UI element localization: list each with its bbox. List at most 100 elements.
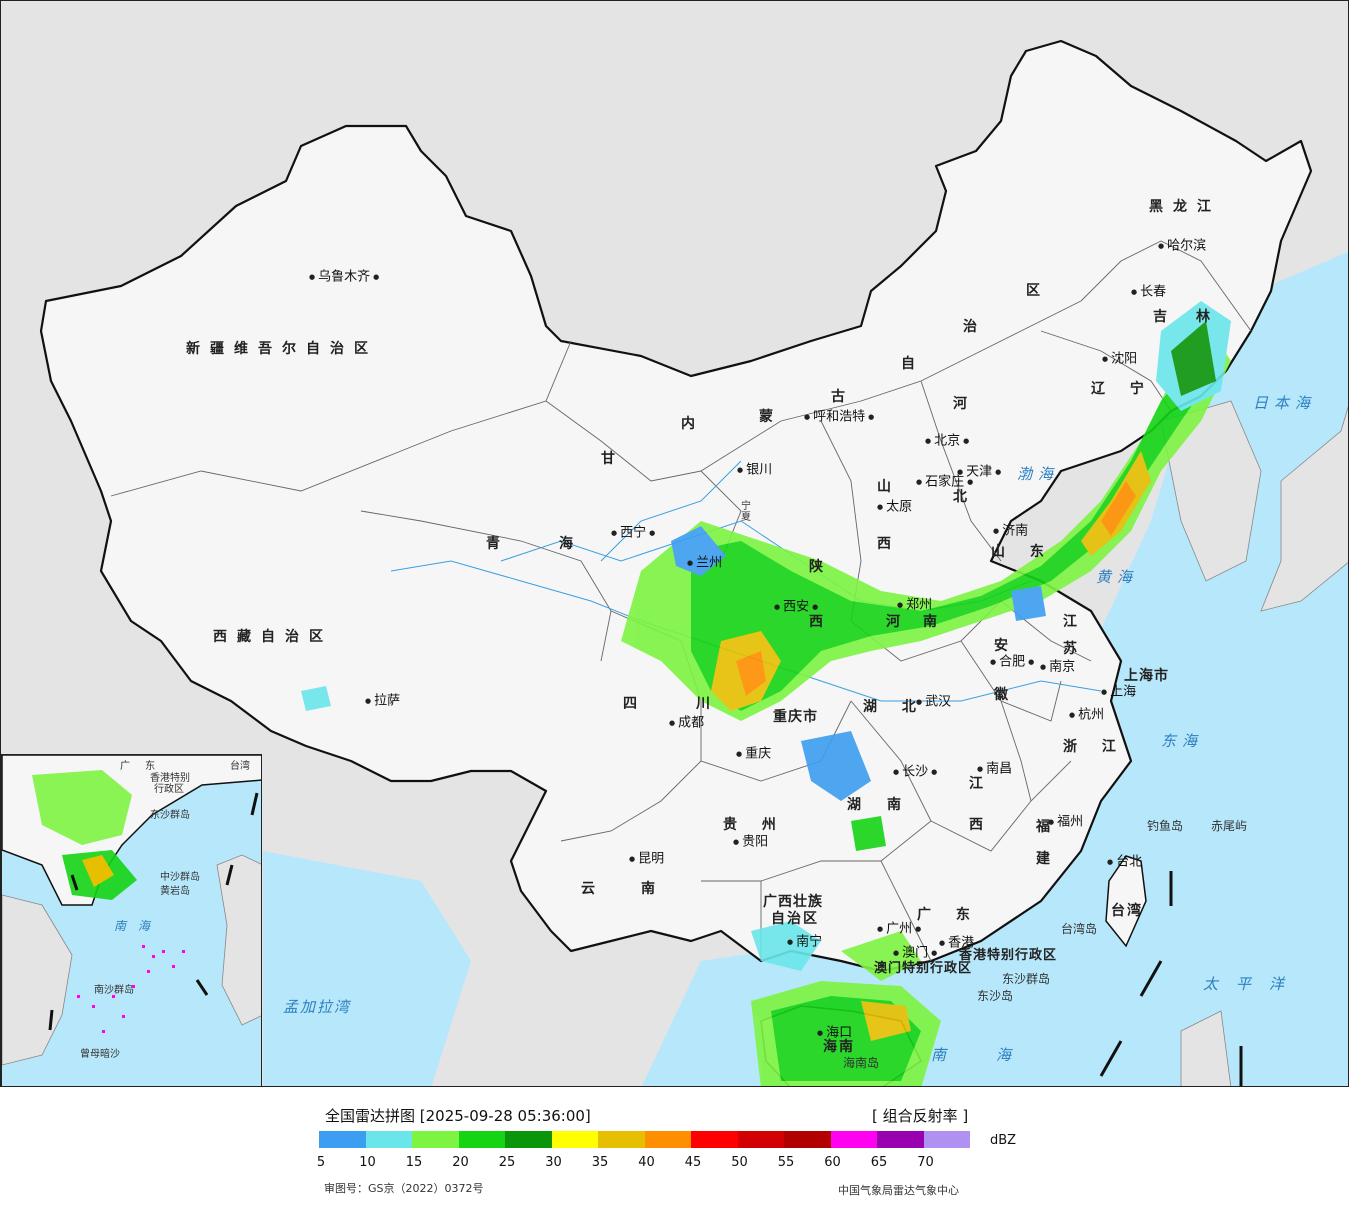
label-guangxi-2: 自治区 [771,911,819,927]
city-changchun: 长春 [1131,284,1166,301]
city-lanzhou: 兰州 [687,555,722,572]
scale-tick-20: 20 [452,1155,469,1170]
city-macau: 澳门 [893,945,937,962]
scale-swatch-35 [598,1131,645,1148]
sea-pacific: 太平洋 [1203,975,1303,993]
city-urumqi: 乌鲁木齐 [309,269,379,286]
label-liaoning: 辽 宁 [1091,381,1154,397]
label-qinghai-2: 海 [559,536,583,552]
scale-tick-50: 50 [731,1155,748,1170]
south-china-sea-inset: 广 东 香港特别 行政区 东沙群岛 中沙群岛 黄岩岛 南 海 南沙群岛 曾母暗沙… [1,754,262,1086]
label-shanxi-1: 山 [877,479,901,495]
korea-land [1160,400,1262,582]
city-nanjing: 南京 [1040,659,1075,676]
scale-tick-70: 70 [917,1155,934,1170]
city-haikou: 海口 [817,1025,852,1042]
city-nanchang: 南昌 [977,761,1012,778]
label-jilin-2: 林 [1196,309,1220,325]
label-hainan: 海南 [823,1039,855,1055]
label-shaanxi-1: 陕 [809,559,833,575]
scale-swatch-5 [319,1131,366,1148]
inset-label-taiwan: 台湾 [230,761,250,772]
label-neimeng-6: 区 [1026,283,1050,299]
city-xian: 西安 [774,599,818,616]
label-heilongjiang: 黑龙江 [1149,199,1221,215]
color-scale-bar [319,1131,970,1148]
label-neimeng-3: 古 [831,389,855,405]
scale-swatch-60 [830,1131,877,1148]
city-xining: 西宁 [611,525,655,542]
legend-product: [ 组合反射率 ] [872,1107,969,1125]
ocean-bengal [263,851,471,1086]
label-henan-2: 南 [923,614,947,630]
city-hefei: 合肥 [990,654,1034,671]
japan-land [1260,406,1348,612]
scale-tick-5: 5 [316,1155,326,1170]
inset-label-hk-2: 行政区 [154,784,184,795]
scale-swatch-30 [551,1131,598,1148]
label-taiwan: 台湾 [1111,903,1143,919]
label-anhui-2: 徽 [994,687,1018,703]
philippines-land [1180,1010,1232,1086]
label-xinjiang: 新疆维吾尔自治区 [186,341,378,357]
scale-swatch-70 [923,1131,970,1148]
city-hangzhou: 杭州 [1069,707,1104,724]
city-beijing: 北京 [925,433,969,450]
label-jiangxi-2: 西 [969,817,993,833]
label-hebei-1: 河 [953,396,977,412]
scale-swatch-15 [412,1131,459,1148]
radar-echoes [301,301,1231,1086]
city-changsha: 长沙 [893,764,937,781]
city-yinchuan: 银川 [737,462,772,479]
organization: 中国气象局雷达气象中心 [838,1184,959,1197]
city-tianjin: 天津 [957,464,1001,481]
city-shanghai: 上海 [1101,684,1136,701]
city-hongkong: 香港 [939,935,974,952]
city-nanning: 南宁 [787,934,822,951]
inset-label-zengmu: 曾母暗沙 [80,1049,120,1060]
legend-panel: 全国雷达拼图 [2025-09-28 05:36:00] [ 组合反射率 ] d… [0,1087,1349,1208]
inset-islands [77,945,185,1033]
label-shandong: 山 东 [991,544,1054,560]
label-neimeng-2: 蒙 [759,409,783,425]
label-qinghai-1: 青 [486,536,510,552]
sea-japan: 日本海 [1253,394,1317,412]
inset-boundaries [48,792,259,1031]
city-kunming: 昆明 [629,851,664,868]
island-dongsha-qundao: 东沙群岛 [1002,972,1051,986]
scale-swatch-25 [505,1131,552,1148]
city-huhehaote: 呼和浩特 [804,409,874,426]
legend-title: 全国雷达拼图 [2025-09-28 05:36:00] [325,1107,591,1125]
city-chongqing: 重庆 [736,746,771,763]
maritime-boundaries [1099,871,1243,1086]
city-wuhan: 武汉 [916,694,951,711]
label-hunan-2: 南 [887,797,911,813]
label-neimeng-4: 自 [901,356,925,372]
scale-swatch-20 [458,1131,505,1148]
label-yunnan-2: 南 [641,881,665,897]
scale-tick-35: 35 [591,1155,609,1170]
inset-canvas [2,755,261,1066]
scale-tick-40: 40 [638,1155,655,1170]
scale-tick-25: 25 [498,1155,516,1170]
inset-label-nansha: 南沙群岛 [94,985,134,996]
label-hubei: 湖 北 [863,699,926,715]
scale-swatch-45 [691,1131,738,1148]
label-macau-sar: 澳门特别行政区 [874,961,973,976]
city-shenyang: 沈阳 [1102,351,1137,368]
label-jiangsu-1: 江 [1063,614,1087,630]
scale-swatch-50 [737,1131,784,1148]
scale-tick-30: 30 [545,1155,562,1170]
scale-swatch-40 [644,1131,691,1148]
label-guangdong: 广 东 [917,907,980,923]
label-chongqing: 重庆市 [773,709,818,725]
label-neimeng-1: 内 [681,416,705,432]
label-hunan-1: 湖 [847,797,871,813]
scale-tick-65: 65 [870,1155,888,1170]
island-taiwan-dao: 台湾岛 [1061,922,1098,936]
inset-label-south-sea: 南 海 [114,919,154,933]
city-harbin: 哈尔滨 [1158,238,1206,255]
label-anhui-1: 安 [994,638,1018,654]
scale-tick-55: 55 [777,1155,795,1170]
label-shanghai: 上海市 [1124,668,1169,684]
